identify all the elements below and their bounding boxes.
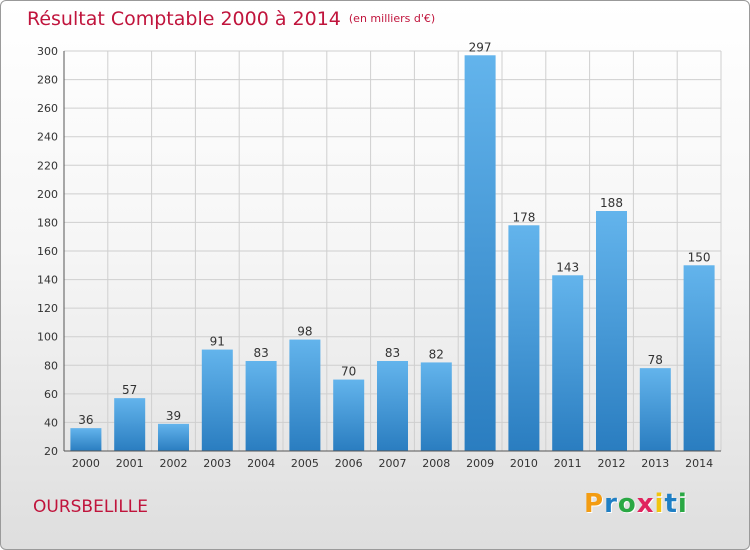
x-tick-label: 2001 bbox=[116, 457, 144, 470]
proxiti-logo: Proxiti bbox=[584, 489, 688, 519]
x-tick-label: 2002 bbox=[160, 457, 188, 470]
y-tick-label: 280 bbox=[37, 74, 58, 87]
chart-title: Résultat Comptable 2000 à 2014 (en millie… bbox=[27, 8, 435, 30]
x-tick-label: 2013 bbox=[641, 457, 669, 470]
logo-letter: t bbox=[664, 489, 678, 519]
x-tick-label: 2003 bbox=[203, 457, 231, 470]
bar bbox=[377, 361, 408, 451]
bar-value-label: 188 bbox=[600, 196, 623, 210]
y-tick-label: 80 bbox=[44, 359, 58, 372]
x-tick-label: 2010 bbox=[510, 457, 538, 470]
y-tick-label: 240 bbox=[37, 131, 58, 144]
bar-value-label: 297 bbox=[469, 40, 492, 54]
y-tick-label: 100 bbox=[37, 331, 58, 344]
bar-value-label: 57 bbox=[122, 383, 137, 397]
logo-letter: r bbox=[604, 489, 618, 519]
x-tick-label: 2005 bbox=[291, 457, 319, 470]
x-tick-label: 2000 bbox=[72, 457, 100, 470]
chart-title-text: Résultat Comptable 2000 à 2014 bbox=[27, 8, 341, 30]
bar bbox=[201, 349, 233, 451]
bar-value-label: 39 bbox=[166, 409, 181, 423]
bars bbox=[70, 55, 715, 452]
y-tick-label: 40 bbox=[44, 416, 58, 429]
y-tick-label: 220 bbox=[37, 159, 58, 172]
bar bbox=[683, 265, 715, 451]
axes: 20 40 60 80 100 120 140 160 180 200 220 240 260 280 30… bbox=[37, 40, 721, 470]
bar bbox=[508, 225, 540, 451]
bar-value-label: 83 bbox=[385, 346, 400, 360]
x-tick-label: 2008 bbox=[422, 457, 450, 470]
logo-letter: i bbox=[654, 489, 665, 519]
bar-value-label: 82 bbox=[429, 347, 444, 361]
bar-value-label: 78 bbox=[648, 353, 663, 367]
bar-value-label: 36 bbox=[78, 413, 93, 427]
chart-subtitle: (en milliers d'€) bbox=[348, 12, 436, 25]
bar bbox=[158, 423, 189, 451]
bar-value-label: 70 bbox=[341, 365, 356, 379]
bar bbox=[420, 362, 452, 451]
bar-value-label: 83 bbox=[253, 346, 268, 360]
bar-value-label: 178 bbox=[512, 210, 535, 224]
x-tick-label: 2011 bbox=[554, 457, 582, 470]
x-tick-label: 2007 bbox=[379, 457, 407, 470]
bar bbox=[333, 379, 365, 451]
commune-name: OURSBELILLE bbox=[33, 497, 148, 517]
y-tick-label: 20 bbox=[44, 445, 58, 458]
bar-value-label: 150 bbox=[688, 250, 711, 264]
logo-letter: P bbox=[584, 489, 605, 519]
bar bbox=[70, 428, 102, 451]
bar-value-label: 91 bbox=[210, 335, 225, 349]
logo-letter: x bbox=[636, 489, 655, 519]
bar bbox=[114, 398, 146, 451]
x-tick-label: 2006 bbox=[335, 457, 363, 470]
x-tick-label: 2014 bbox=[685, 457, 713, 470]
y-tick-label: 160 bbox=[37, 245, 58, 258]
bar bbox=[552, 275, 584, 451]
y-tick-label: 260 bbox=[37, 102, 58, 115]
bar bbox=[289, 339, 321, 451]
y-tick-label: 120 bbox=[37, 302, 58, 315]
x-tick-label: 2009 bbox=[466, 457, 494, 470]
bar bbox=[464, 55, 496, 452]
x-tick-label: 2004 bbox=[247, 457, 275, 470]
logo-letter: o bbox=[617, 489, 637, 519]
x-tick-label: 2012 bbox=[598, 457, 626, 470]
y-tick-label: 180 bbox=[37, 216, 58, 229]
y-tick-label: 200 bbox=[37, 188, 58, 201]
bar bbox=[596, 211, 627, 451]
bar bbox=[639, 368, 671, 451]
y-tick-label: 300 bbox=[37, 45, 58, 58]
bar-value-label: 143 bbox=[556, 260, 579, 274]
bar-value-label: 98 bbox=[297, 325, 312, 339]
y-tick-label: 60 bbox=[44, 388, 58, 401]
logo-letter: i bbox=[677, 489, 688, 519]
y-tick-label: 140 bbox=[37, 274, 58, 287]
bar bbox=[245, 361, 277, 451]
